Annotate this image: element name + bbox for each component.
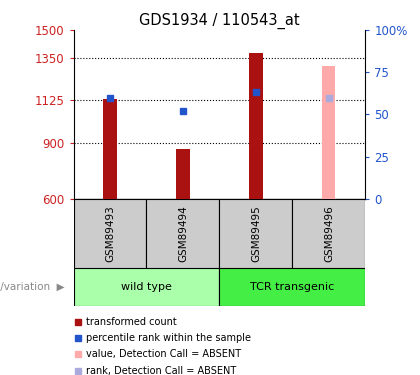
Bar — [74, 199, 147, 268]
Bar — [322, 66, 336, 199]
Text: GSM89496: GSM89496 — [324, 205, 334, 262]
Text: GSM89494: GSM89494 — [178, 205, 188, 262]
Text: rank, Detection Call = ABSENT: rank, Detection Call = ABSENT — [86, 366, 236, 375]
Bar — [176, 149, 189, 199]
Bar — [292, 199, 365, 268]
Bar — [220, 199, 292, 268]
Text: TCR transgenic: TCR transgenic — [250, 282, 335, 292]
Text: percentile rank within the sample: percentile rank within the sample — [86, 333, 250, 343]
Text: GSM89495: GSM89495 — [251, 205, 261, 262]
Title: GDS1934 / 110543_at: GDS1934 / 110543_at — [139, 12, 300, 28]
Bar — [249, 54, 262, 199]
Bar — [147, 199, 220, 268]
Text: transformed count: transformed count — [86, 317, 176, 327]
Bar — [220, 268, 365, 306]
Bar — [103, 99, 117, 199]
Text: wild type: wild type — [121, 282, 172, 292]
Bar — [74, 268, 220, 306]
Text: value, Detection Call = ABSENT: value, Detection Call = ABSENT — [86, 350, 241, 360]
Text: genotype/variation  ▶: genotype/variation ▶ — [0, 282, 65, 292]
Text: GSM89493: GSM89493 — [105, 205, 115, 262]
